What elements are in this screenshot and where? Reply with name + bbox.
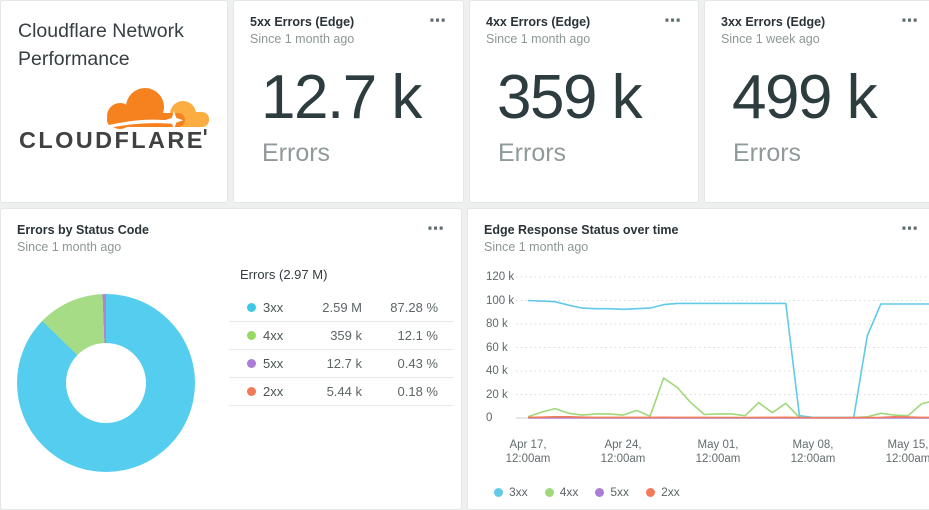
legend-percent: 87.28 % (390, 300, 438, 315)
chart-legend-label: 4xx (559, 485, 579, 499)
card-subtitle: Since 1 month ago (17, 240, 122, 254)
chart-legend-label: 3xx (509, 485, 528, 499)
card-subtitle: Since 1 month ago (484, 240, 589, 254)
chart-legend-dot-icon (646, 487, 656, 497)
billboard-unit: Errors (733, 139, 802, 167)
chart-legend-label: 2xx (661, 485, 680, 499)
cloudflare-logo: CLOUDFLARE (17, 85, 213, 157)
chart-legend-item-2xx[interactable]: 2xx (646, 485, 680, 499)
billboard-unit: Errors (498, 139, 567, 167)
legend-table: Errors (2.97 M) 3xx 2.59 M 87.28 % 4xx 3… (229, 267, 453, 406)
billboard-card-5xx: 5xx Errors (Edge) Since 1 month ago ⋯ 12… (233, 0, 464, 203)
menu-dots-icon[interactable]: ⋯ (427, 219, 445, 238)
legend-row-5xx[interactable]: 5xx 12.7 k 0.43 % (229, 350, 453, 378)
billboard-unit: Errors (262, 139, 331, 167)
card-title: 3xx Errors (Edge) (721, 15, 826, 29)
cloudflare-cloud-icon: CLOUDFLARE (19, 88, 209, 153)
legend-dot-icon (247, 331, 256, 340)
dashboard-title-card: Cloudflare Network Performance CLOUDFLAR… (0, 0, 228, 203)
menu-dots-icon[interactable]: ⋯ (664, 11, 682, 30)
y-axis-label: 60 k (486, 341, 508, 354)
x-axis-label: May 15, 12:00am (885, 439, 929, 465)
chart-legend: 3xx 4xx 5xx 2xx (494, 485, 680, 499)
chart-legend-dot-icon (595, 487, 605, 497)
x-axis-label: May 08, 12:00am (790, 439, 836, 465)
card-title: 5xx Errors (Edge) (250, 15, 355, 29)
legend-dot-icon (247, 359, 256, 368)
chart-legend-dot-icon (544, 487, 554, 497)
x-axis-label: Apr 17, 12:00am (505, 439, 551, 465)
legend-dot-icon (247, 387, 256, 396)
chart-legend-label: 5xx (610, 485, 630, 499)
billboard-value: 12.7 k (261, 63, 422, 132)
y-axis-label: 20 k (486, 388, 508, 401)
pie-card: Errors by Status Code Since 1 month ago … (0, 208, 462, 510)
legend-percent: 12.1 % (397, 328, 438, 343)
card-subtitle: Since 1 week ago (721, 32, 820, 46)
legend-value: 2.59 M (322, 300, 362, 315)
donut-hole (66, 343, 146, 423)
legend-table-header: Errors (2.97 M) (240, 267, 328, 282)
x-axis-label: Apr 24, 12:00am (600, 439, 646, 465)
chart-legend-dot-icon (494, 487, 503, 497)
line-series-3xx (527, 299, 929, 419)
y-axis-label: 120 k (486, 271, 515, 283)
menu-dots-icon[interactable]: ⋯ (901, 11, 919, 30)
card-subtitle: Since 1 month ago (250, 32, 355, 46)
menu-dots-icon[interactable]: ⋯ (901, 219, 919, 238)
y-axis-label: 0 (486, 412, 493, 424)
legend-value: 12.7 k (326, 356, 362, 371)
billboard-value: 359 k (497, 63, 643, 132)
legend-label: 3xx (263, 300, 284, 315)
legend-row-2xx[interactable]: 2xx 5.44 k 0.18 % (229, 378, 453, 406)
legend-percent: 0.18 % (397, 384, 438, 399)
chart-legend-item-3xx[interactable]: 3xx (494, 485, 528, 499)
billboard-value: 499 k (732, 63, 878, 132)
legend-row-3xx[interactable]: 3xx 2.59 M 87.28 % (229, 294, 453, 322)
legend-label: 2xx (263, 384, 284, 399)
line-series-4xx (527, 377, 929, 419)
menu-dots-icon[interactable]: ⋯ (429, 11, 447, 30)
legend-label: 4xx (263, 328, 284, 343)
line-chart-svg (516, 276, 929, 419)
card-title: Edge Response Status over time (484, 223, 679, 237)
cloudflare-wordmark: CLOUDFLARE (19, 127, 205, 153)
legend-value: 5.44 k (326, 384, 362, 399)
legend-row-4xx[interactable]: 4xx 359 k 12.1 % (229, 322, 453, 350)
legend-label: 5xx (263, 356, 284, 371)
chart-legend-item-4xx[interactable]: 4xx (544, 485, 579, 499)
y-axis-label: 100 k (486, 294, 515, 307)
dashboard-title: Cloudflare Network Performance (18, 20, 184, 70)
donut-chart (17, 294, 195, 472)
legend-dot-icon (247, 303, 256, 312)
x-axis-label: May 01, 12:00am (695, 439, 741, 465)
y-axis-label: 80 k (486, 318, 508, 330)
billboard-card-3xx: 3xx Errors (Edge) Since 1 week ago ⋯ 499… (704, 0, 929, 203)
legend-value: 359 k (330, 328, 362, 343)
chart-legend-item-5xx[interactable]: 5xx (595, 485, 629, 499)
line-series-2xx (527, 416, 929, 419)
card-subtitle: Since 1 month ago (486, 32, 591, 46)
billboard-card-4xx: 4xx Errors (Edge) Since 1 month ago ⋯ 35… (469, 0, 699, 203)
card-title: Errors by Status Code (17, 223, 149, 237)
y-axis-label: 40 k (486, 365, 508, 377)
card-title: 4xx Errors (Edge) (486, 15, 591, 29)
line-chart-card: Edge Response Status over time Since 1 m… (467, 208, 929, 510)
legend-percent: 0.43 % (397, 356, 438, 371)
